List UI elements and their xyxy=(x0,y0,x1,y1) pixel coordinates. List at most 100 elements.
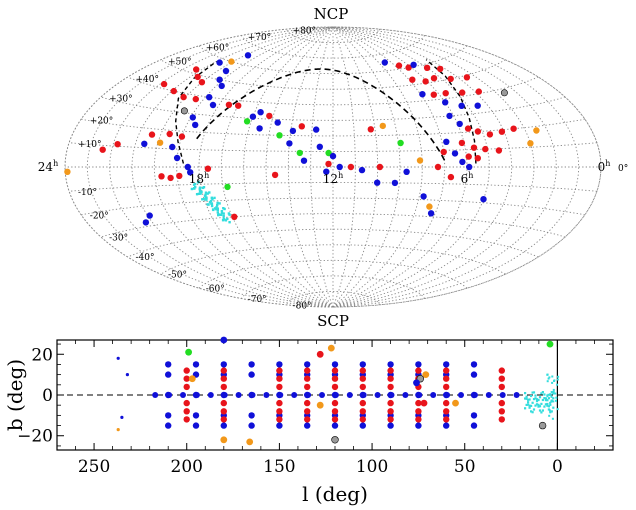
lb-point xyxy=(221,361,227,367)
lb-point xyxy=(332,367,338,373)
lb-point xyxy=(185,349,192,356)
lb-point xyxy=(304,400,310,406)
lb-point xyxy=(443,422,449,428)
lb-point xyxy=(471,422,477,428)
lb-point xyxy=(184,416,190,422)
lb-point xyxy=(389,392,395,398)
sky-point xyxy=(286,140,292,146)
sky-point xyxy=(210,102,216,108)
dec-label: -50° xyxy=(168,270,187,280)
sky-point xyxy=(199,79,205,85)
dec-label: -70° xyxy=(248,295,267,305)
cyan-marker xyxy=(534,395,536,397)
sky-point xyxy=(216,77,222,83)
lb-point xyxy=(184,384,190,390)
lb-point xyxy=(360,400,366,406)
lb-point xyxy=(208,392,214,398)
sky-point xyxy=(457,121,463,127)
cyan-marker xyxy=(228,221,230,223)
sky-point xyxy=(476,88,482,94)
cyan-marker xyxy=(211,205,213,207)
sky-point xyxy=(441,149,447,155)
ra-label: 18h xyxy=(189,171,209,186)
cyan-marker xyxy=(555,400,557,402)
lb-point xyxy=(547,341,554,348)
lb-point xyxy=(221,384,227,390)
lb-point xyxy=(430,392,436,398)
lb-point xyxy=(360,422,366,428)
cyan-marker xyxy=(549,409,551,411)
lb-point xyxy=(165,361,171,367)
sky-point xyxy=(409,77,415,83)
sky-point xyxy=(377,164,383,170)
lb-point xyxy=(184,367,190,373)
dec-label: +20° xyxy=(90,117,114,127)
lb-point xyxy=(184,408,190,414)
sky-point xyxy=(496,147,502,153)
sky-point xyxy=(301,158,307,164)
lb-point xyxy=(360,384,366,390)
lb-point xyxy=(499,384,505,390)
sky-point xyxy=(487,131,493,137)
sky-point xyxy=(317,144,323,150)
lb-point xyxy=(221,408,227,414)
sky-point xyxy=(359,167,365,173)
lb-cyan-cluster xyxy=(524,374,559,420)
dec-label: -40° xyxy=(135,253,154,263)
lb-point xyxy=(415,416,421,422)
lb-point xyxy=(421,400,428,407)
lb-point xyxy=(413,379,420,386)
cyan-marker xyxy=(527,401,529,403)
lb-point xyxy=(443,361,449,367)
sky-point xyxy=(141,141,147,147)
sky-point xyxy=(466,153,472,159)
sky-point xyxy=(193,96,199,102)
lb-point xyxy=(304,384,310,390)
sky-point xyxy=(223,68,229,74)
lb-point xyxy=(332,408,338,414)
dec-parallel xyxy=(69,143,597,152)
dec-label: +80° xyxy=(293,26,317,36)
lb-point xyxy=(276,361,282,367)
lb-point xyxy=(221,376,227,382)
lb-point xyxy=(387,416,393,422)
lb-point xyxy=(304,367,310,373)
sky-map: 24h18h 12h 6h0h+80°+70°+60°+50°+40°+30°+20… xyxy=(38,5,628,330)
lb-point xyxy=(332,400,338,406)
cyan-marker xyxy=(524,407,526,409)
sky-point xyxy=(471,145,477,151)
lb-point xyxy=(184,400,190,406)
cyan-marker xyxy=(547,380,549,382)
sky-point xyxy=(235,103,241,109)
sky-point xyxy=(459,89,465,95)
lb-point xyxy=(486,392,492,398)
sky-point xyxy=(226,102,232,108)
lb-point xyxy=(276,422,282,428)
lb-point xyxy=(332,361,338,367)
cyan-marker xyxy=(217,211,219,213)
lb-point xyxy=(415,408,421,414)
sky-point xyxy=(380,123,386,129)
cyan-marker xyxy=(194,186,196,188)
lb-point xyxy=(443,416,449,422)
lb-point xyxy=(539,422,546,429)
lb-point xyxy=(472,392,478,398)
sky-grid xyxy=(65,27,601,307)
cyan-marker xyxy=(221,210,223,212)
lb-point xyxy=(443,376,449,382)
sky-point xyxy=(452,150,458,156)
lb-point xyxy=(276,408,282,414)
cyan-marker xyxy=(557,376,559,378)
cyan-marker xyxy=(228,214,230,216)
cyan-marker xyxy=(553,389,555,391)
lb-point xyxy=(443,408,449,414)
lb-point xyxy=(276,384,282,390)
ra-label-sup: h xyxy=(53,159,58,168)
lb-point xyxy=(347,392,353,398)
cyan-marker xyxy=(223,218,225,220)
dec-label: +70° xyxy=(248,33,272,43)
lb-point xyxy=(387,400,393,406)
lb-point xyxy=(387,384,393,390)
cyan-marker xyxy=(542,399,544,401)
sky-point xyxy=(299,123,305,129)
